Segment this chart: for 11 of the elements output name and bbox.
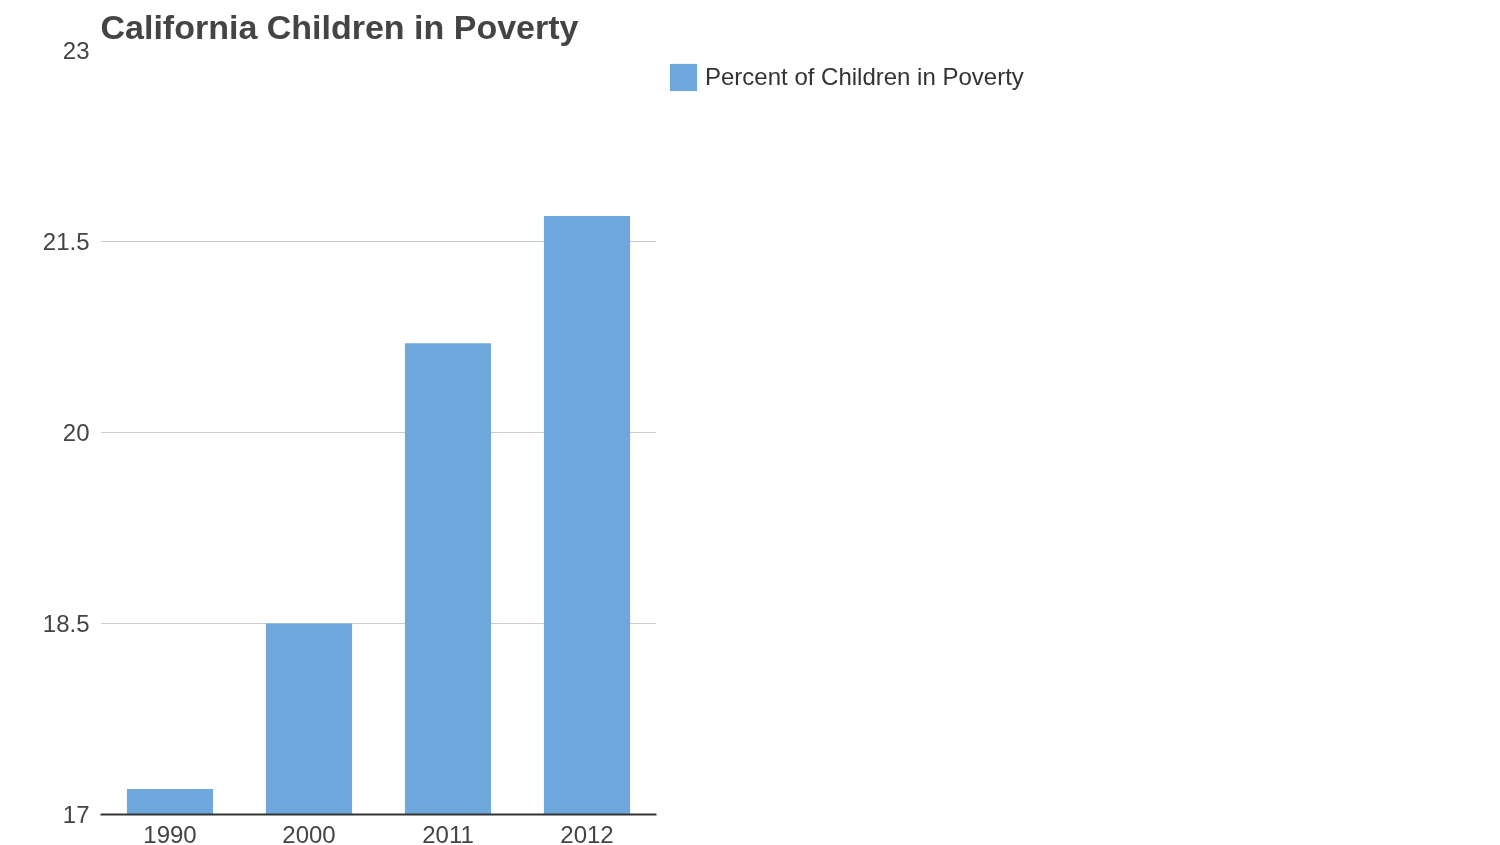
y-tick-label: 17 (62, 801, 90, 828)
legend-label: Percent of Children in Poverty (705, 62, 1024, 92)
x-tick-label: 2012 (560, 820, 614, 845)
y-tick-label: 18.5 (42, 610, 90, 637)
y-tick-label: 20 (62, 419, 90, 446)
x-tick-label: 2011 (422, 820, 474, 845)
y-tick-label: 23 (62, 37, 90, 64)
chart-title: California Children in Poverty (100, 7, 579, 46)
y-tick-label: 21.5 (42, 228, 90, 255)
x-tick-label: 1990 (143, 820, 197, 845)
x-tick-label: 2000 (282, 820, 336, 845)
